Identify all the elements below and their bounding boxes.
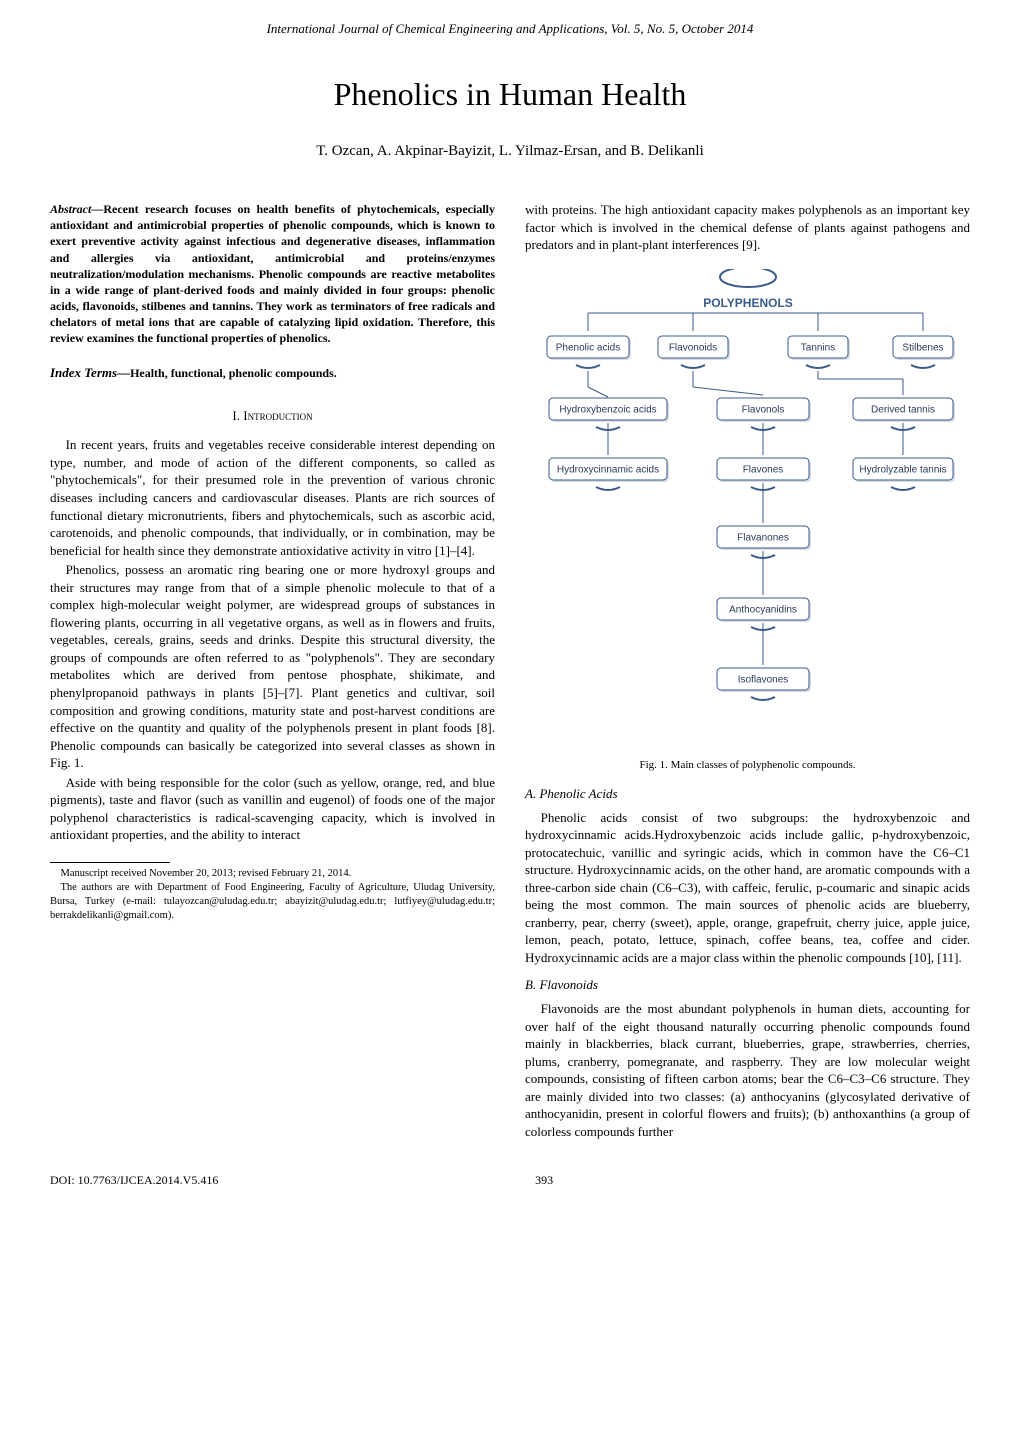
index-terms-body: Health, functional, phenolic compounds.	[130, 366, 337, 380]
svg-text:Anthocyanidins: Anthocyanidins	[729, 604, 797, 615]
figure-1-caption: Fig. 1. Main classes of polyphenolic com…	[525, 758, 970, 773]
svg-text:Tannins: Tannins	[800, 342, 834, 353]
svg-text:Hydroxybenzoic acids: Hydroxybenzoic acids	[559, 404, 656, 415]
svg-text:Derived tannis: Derived tannis	[871, 404, 935, 415]
index-terms-block: Index Terms—Health, functional, phenolic…	[50, 364, 495, 382]
intro-para-1: In recent years, fruits and vegetables r…	[50, 436, 495, 559]
journal-header: International Journal of Chemical Engine…	[50, 20, 970, 38]
abstract-body: Recent research focuses on health benefi…	[50, 202, 495, 346]
page-number: 393	[535, 1172, 553, 1188]
two-column-layout: Abstract—Recent research focuses on heal…	[50, 201, 970, 1142]
footnote-2: The authors are with Department of Food …	[50, 881, 495, 924]
svg-text:POLYPHENOLS: POLYPHENOLS	[703, 296, 793, 310]
section-1-title: Introduction	[243, 408, 312, 423]
figure-1-diagram: POLYPHENOLS Phenolic acids Flavonoids Tanni…	[525, 269, 970, 744]
authors: T. Ozcan, A. Akpinar-Bayizit, L. Yilmaz-…	[50, 141, 970, 161]
svg-text:Flavanones: Flavanones	[737, 532, 789, 543]
intro-para-2: Phenolics, possess an aromatic ring bear…	[50, 561, 495, 772]
svg-text:Isoflavones: Isoflavones	[737, 674, 788, 685]
page-footer: DOI: 10.7763/IJCEA.2014.V5.416 393	[50, 1172, 970, 1188]
doi-text: DOI: 10.7763/IJCEA.2014.V5.416	[50, 1172, 218, 1188]
svg-text:Flavonols: Flavonols	[741, 404, 784, 415]
paper-title: Phenolics in Human Health	[50, 73, 970, 116]
section-1-number: I.	[232, 408, 240, 423]
svg-text:Phenolic acids: Phenolic acids	[555, 342, 619, 353]
svg-text:Hydroxycinnamic acids: Hydroxycinnamic acids	[556, 464, 658, 475]
index-terms-label: Index Terms—	[50, 365, 130, 380]
intro-para-3: Aside with being responsible for the col…	[50, 774, 495, 844]
footnote-rule	[50, 862, 170, 863]
svg-text:Hydrolyzable tannis: Hydrolyzable tannis	[859, 464, 946, 475]
svg-text:Flavonoids: Flavonoids	[668, 342, 716, 353]
right-column: with proteins. The high antioxidant capa…	[525, 201, 970, 1142]
svg-text:Flavones: Flavones	[742, 464, 783, 475]
subsection-a-para: Phenolic acids consist of two subgroups:…	[525, 809, 970, 967]
footnote-1: Manuscript received November 20, 2013; r…	[50, 867, 495, 881]
subsection-b-para: Flavonoids are the most abundant polyphe…	[525, 1000, 970, 1140]
section-1-heading: I. Introduction	[50, 407, 495, 425]
subsection-a-heading: A. Phenolic Acids	[525, 785, 970, 803]
polyphenol-tree-svg: POLYPHENOLS Phenolic acids Flavonoids Tanni…	[533, 269, 963, 739]
svg-text:Stilbenes: Stilbenes	[902, 342, 943, 353]
left-column: Abstract—Recent research focuses on heal…	[50, 201, 495, 1142]
abstract-label: Abstract—	[50, 202, 103, 216]
abstract-block: Abstract—Recent research focuses on heal…	[50, 201, 495, 347]
right-para-1: with proteins. The high antioxidant capa…	[525, 201, 970, 254]
subsection-b-heading: B. Flavonoids	[525, 976, 970, 994]
